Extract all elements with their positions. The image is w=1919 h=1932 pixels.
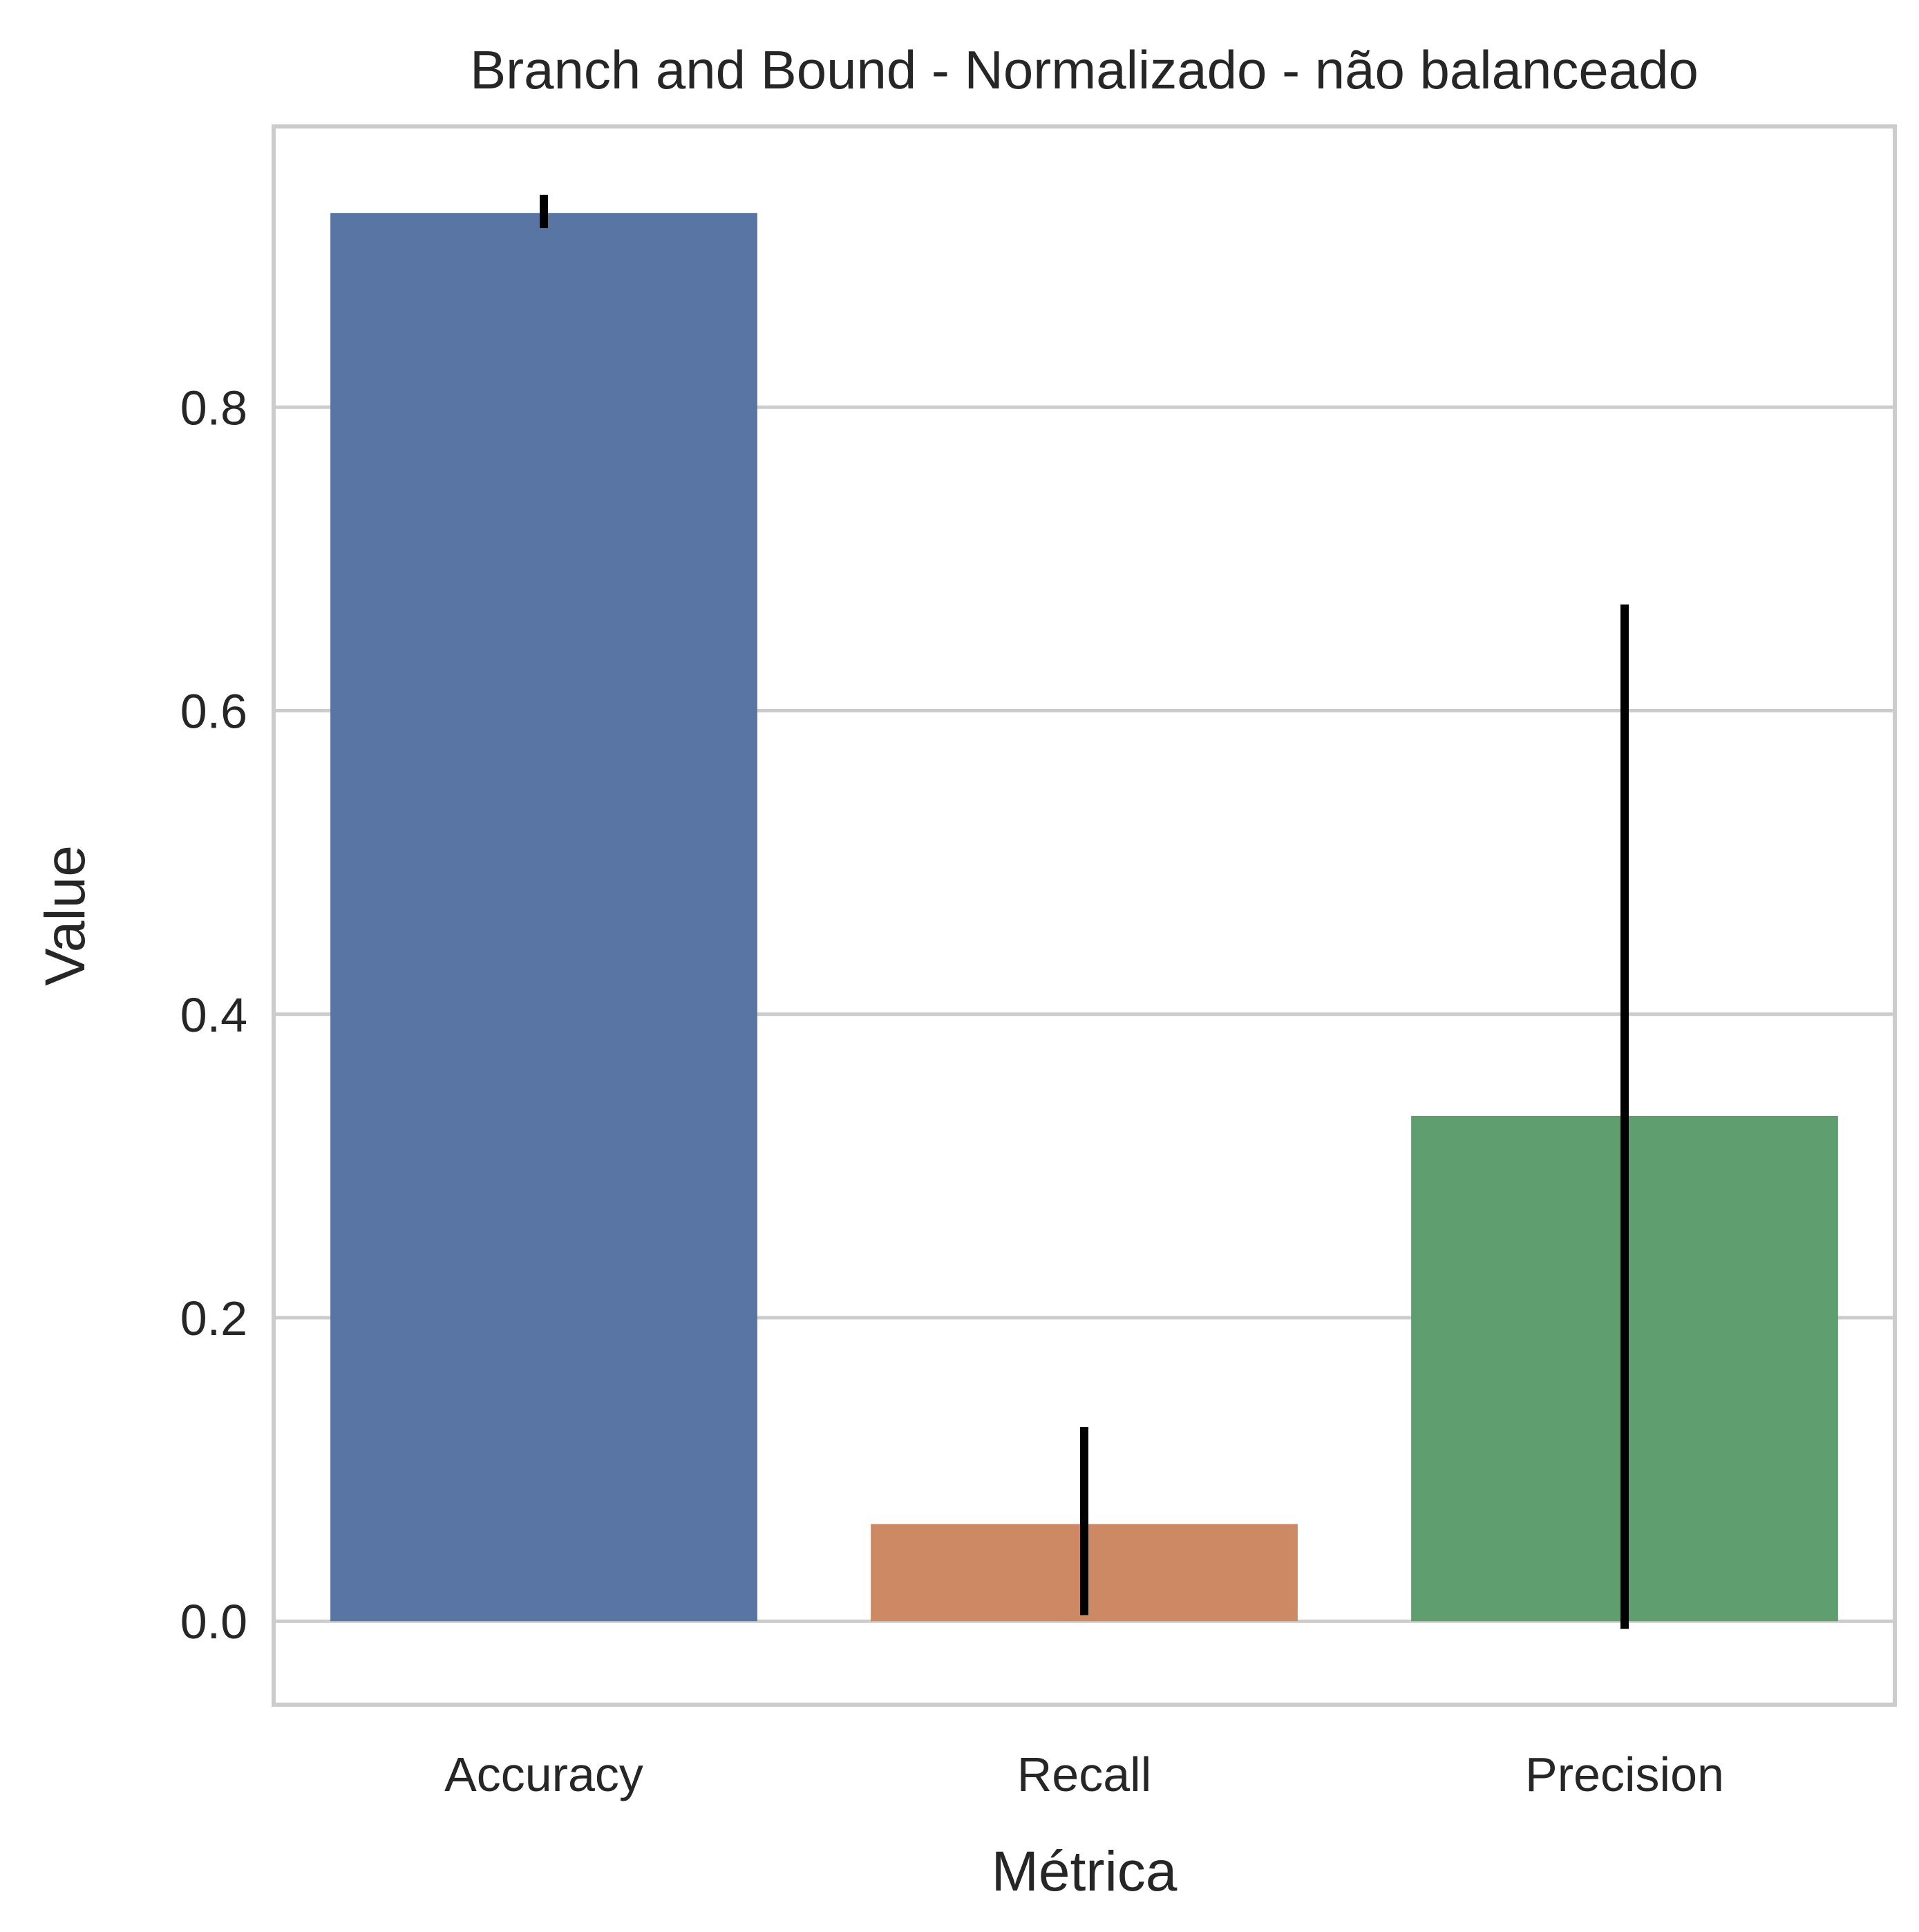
plot-frame — [272, 124, 1897, 1707]
y-tick-label: 0.4 — [180, 988, 247, 1042]
y-tick-label: 0.8 — [180, 381, 247, 435]
bar-accuracy — [330, 213, 757, 1622]
x-tick-labels: Accuracy Recall Precision — [444, 1748, 1724, 1801]
error-bars — [540, 194, 1629, 1629]
y-tick-label: 0.2 — [180, 1291, 247, 1345]
x-tick-label: Precision — [1525, 1748, 1724, 1801]
y-axis-label: Value — [34, 845, 97, 986]
x-axis-label: Métrica — [992, 1840, 1178, 1903]
x-tick-label: Recall — [1017, 1748, 1152, 1801]
chart-title: Branch and Bound - Normalizado - não bal… — [470, 39, 1699, 100]
y-tick-labels: 0.0 0.2 0.4 0.6 0.8 — [180, 381, 247, 1649]
y-tick-label: 0.6 — [180, 685, 247, 739]
x-tick-label: Accuracy — [444, 1748, 643, 1801]
y-tick-label: 0.0 — [180, 1595, 247, 1649]
